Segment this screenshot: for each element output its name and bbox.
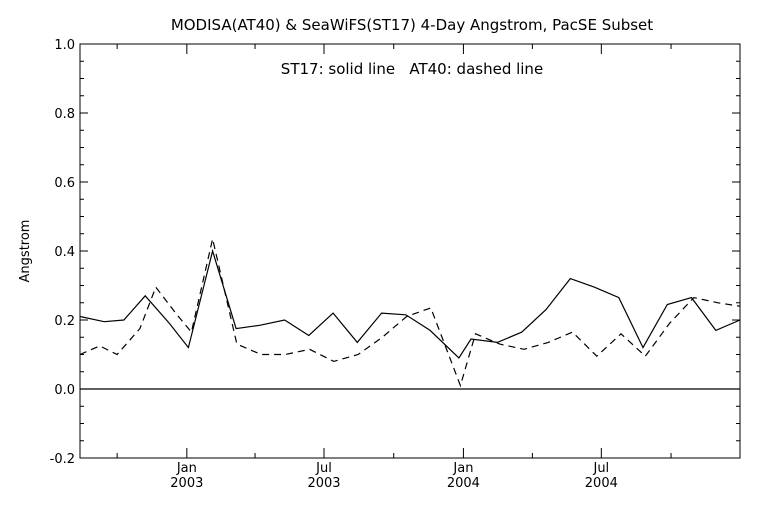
- series-layer: [79, 238, 741, 390]
- series-style-annotation: ST17: solid line AT40: dashed line: [281, 60, 543, 78]
- y-tick-label: 0.2: [54, 314, 75, 329]
- y-axis: -0.2 0.0 0.2 0.4 0.6 0.8 1.0: [50, 38, 740, 467]
- y-tick-label: 0.6: [54, 176, 75, 191]
- y-tick-label: 0.8: [54, 107, 75, 122]
- chart-title: MODISA(AT40) & SeaWiFS(ST17) 4-Day Angst…: [171, 16, 653, 34]
- y-tick-label: 1.0: [54, 38, 75, 53]
- x-tick-month-label: Jul: [315, 461, 332, 476]
- y-tick-label: -0.2: [50, 452, 75, 467]
- x-tick-month-label: Jan: [176, 461, 197, 476]
- series-at40-line: [79, 238, 741, 388]
- x-tick-year-label: 2004: [447, 476, 480, 491]
- y-tick-label: 0.0: [54, 383, 75, 398]
- x-tick-year-label: 2004: [585, 476, 618, 491]
- series-st17-line: [79, 248, 741, 359]
- x-tick-year-label: 2003: [170, 476, 203, 491]
- plot-frame: [79, 43, 741, 459]
- x-tick-month-label: Jul: [592, 461, 609, 476]
- x-tick-year-label: 2003: [307, 476, 340, 491]
- y-tick-label: 0.4: [54, 245, 75, 260]
- x-tick-month-label: Jan: [452, 461, 473, 476]
- y-axis-label: Angstrom: [18, 220, 33, 283]
